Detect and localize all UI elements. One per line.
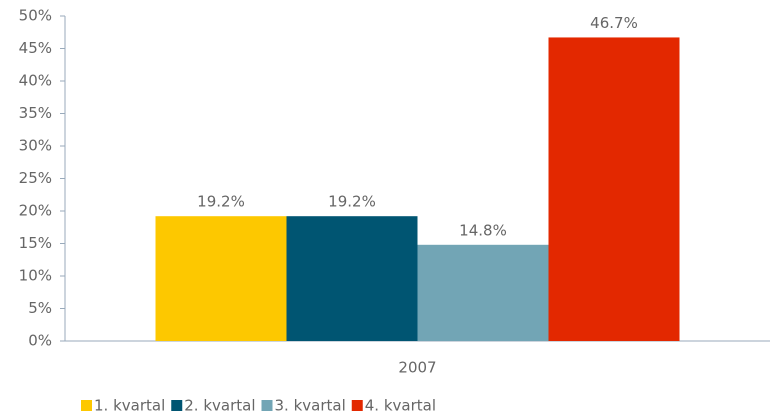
value-label: 19.2% xyxy=(328,193,376,211)
y-tick-label: 10% xyxy=(19,267,52,285)
value-label: 46.7% xyxy=(590,14,638,32)
value-label: 14.8% xyxy=(459,221,507,239)
y-tick-label: 40% xyxy=(19,72,52,90)
y-tick-label: 45% xyxy=(19,39,52,57)
legend-label: 1. kvartal xyxy=(94,397,165,414)
y-tick-label: 0% xyxy=(28,332,52,350)
legend-label: 3. kvartal xyxy=(275,397,346,414)
value-label: 19.2% xyxy=(197,193,245,211)
legend-label: 4. kvartal xyxy=(365,397,436,414)
bar xyxy=(548,37,680,341)
y-tick-label: 20% xyxy=(19,202,52,220)
y-tick-label: 50% xyxy=(19,7,52,25)
y-tick-label: 25% xyxy=(19,169,52,187)
legend-swatch xyxy=(81,400,92,411)
legend-swatch xyxy=(261,400,273,411)
y-tick-label: 15% xyxy=(19,234,52,252)
bar xyxy=(286,216,418,341)
y-tick-label: 5% xyxy=(28,299,52,317)
legend-swatch xyxy=(171,400,183,411)
legend-swatch xyxy=(351,400,363,411)
bar xyxy=(417,244,549,341)
x-tick-label: 2007 xyxy=(398,359,436,377)
bar xyxy=(155,216,287,341)
y-tick-label: 35% xyxy=(19,104,52,122)
y-tick-label: 30% xyxy=(19,137,52,155)
legend-label: 2. kvartal xyxy=(184,397,255,414)
